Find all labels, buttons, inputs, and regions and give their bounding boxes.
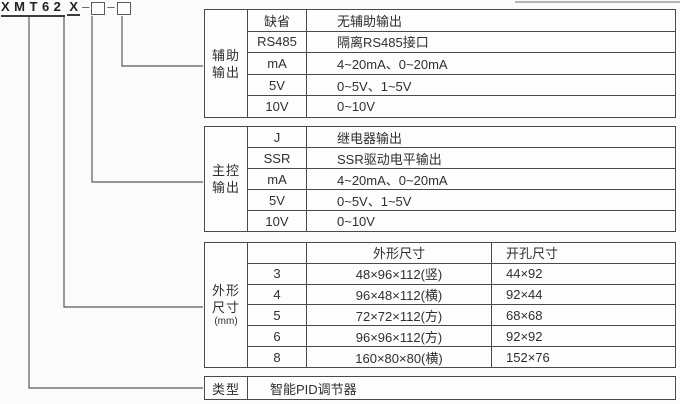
model-prefix: XMT62 bbox=[1, 0, 66, 17]
table-row: mA 4~20mA、0~20mA bbox=[248, 169, 675, 190]
cutout-size-header: 开孔尺寸 bbox=[506, 246, 559, 262]
table-row: 3 48×96×112(竖) 44×92 bbox=[248, 263, 675, 285]
code-cell: SSR bbox=[248, 148, 307, 168]
outer-size-header: 外形尺寸 bbox=[307, 243, 492, 263]
table-row: 10V 0~10V bbox=[248, 96, 675, 117]
model-code: XMT62 X – – bbox=[1, 0, 131, 17]
table-row: 6 96×96×112(方) 92×92 bbox=[248, 326, 675, 348]
table-row: 5V 0~5V、1~5V bbox=[248, 74, 675, 97]
code-cell: 3 bbox=[248, 263, 307, 284]
code-cell: 8 bbox=[248, 347, 307, 367]
connector-main-output bbox=[91, 16, 203, 183]
connector-size-table bbox=[63, 16, 203, 308]
connector-type-row bbox=[28, 16, 203, 389]
table-row: RS485 隔离RS485接口 bbox=[248, 31, 675, 54]
table-row: mA 4~20mA、0~20mA bbox=[248, 53, 675, 75]
desc-cell: 0~5V、1~5V bbox=[337, 78, 412, 94]
code-cell: 5V bbox=[248, 74, 307, 96]
code-cell: J bbox=[248, 127, 307, 147]
code-cell bbox=[248, 243, 307, 263]
main-output-table: 主控 输出 J 继电器输出 SSR SSR驱动电平输出 mA 4~20mA、0~… bbox=[204, 126, 676, 232]
code-cell: 5V bbox=[248, 190, 307, 210]
outer-size-cell: 96×48×112(横) bbox=[307, 284, 492, 305]
code-cell: 缺省 bbox=[248, 10, 307, 31]
table-row: 5 72×72×112(方) 68×68 bbox=[248, 305, 675, 327]
table-row: SSR SSR驱动电平输出 bbox=[248, 148, 675, 169]
aux-output-label: 辅助 输出 bbox=[205, 10, 248, 117]
table-row: 5V 0~5V、1~5V bbox=[248, 190, 675, 211]
desc-cell: 0~5V、1~5V bbox=[337, 193, 412, 209]
aux-output-table: 辅助 输出 缺省 无辅助输出 RS485 隔离RS485接口 mA 4~20mA… bbox=[204, 9, 676, 118]
dash-separator: – bbox=[82, 0, 90, 14]
outer-size-cell: 72×72×112(方) bbox=[307, 305, 492, 326]
desc-cell: 继电器输出 bbox=[337, 130, 403, 146]
code-cell: mA bbox=[248, 53, 307, 74]
code-cell: mA bbox=[248, 169, 307, 189]
type-label: 类型 bbox=[205, 377, 248, 399]
type-row: 类型 智能PID调节器 bbox=[204, 376, 676, 400]
cutout-size-cell: 44×92 bbox=[506, 266, 543, 282]
code-cell: RS485 bbox=[248, 31, 307, 53]
cutout-size-cell: 68×68 bbox=[506, 307, 543, 323]
code-cell: 5 bbox=[248, 305, 307, 326]
model-placeholder-box-2 bbox=[116, 2, 131, 15]
cutout-size-cell: 92×92 bbox=[506, 328, 543, 344]
size-table: 外形 尺寸 (mm) 外形尺寸 开孔尺寸 3 48×96×112(竖) 44×9… bbox=[204, 242, 676, 368]
table-header-row: 外形尺寸 开孔尺寸 bbox=[248, 243, 675, 264]
table-row: J 继电器输出 bbox=[248, 127, 675, 148]
type-value: 智能PID调节器 bbox=[270, 381, 357, 397]
outer-size-cell: 160×80×80(横) bbox=[307, 347, 492, 367]
outer-size-cell: 48×96×112(竖) bbox=[307, 263, 492, 284]
code-cell: 10V bbox=[248, 96, 307, 117]
model-variant: X bbox=[67, 0, 81, 16]
table-row: 缺省 无辅助输出 bbox=[248, 10, 675, 32]
table-row: 10V 0~10V bbox=[248, 211, 675, 231]
cutout-size-cell: 92×44 bbox=[506, 287, 543, 303]
desc-cell: 0~10V bbox=[337, 213, 375, 229]
top-divider-line bbox=[515, 1, 680, 3]
table-row: 8 160×80×80(横) 152×76 bbox=[248, 347, 675, 367]
cutout-size-cell: 152×76 bbox=[506, 349, 550, 365]
model-placeholder-box-1 bbox=[91, 2, 106, 15]
main-output-label: 主控 输出 bbox=[205, 127, 248, 231]
outer-size-cell: 96×96×112(方) bbox=[307, 326, 492, 347]
desc-cell: 4~20mA、0~20mA bbox=[337, 172, 448, 188]
desc-cell: 4~20mA、0~20mA bbox=[337, 56, 448, 72]
table-row: 4 96×48×112(横) 92×44 bbox=[248, 284, 675, 306]
dash-separator: – bbox=[107, 0, 115, 14]
code-cell: 10V bbox=[248, 211, 307, 231]
desc-cell: 无辅助输出 bbox=[337, 13, 403, 29]
code-cell: 6 bbox=[248, 326, 307, 347]
connector-aux-output bbox=[121, 16, 203, 67]
size-label: 外形 尺寸 (mm) bbox=[205, 243, 248, 367]
desc-cell: 隔离RS485接口 bbox=[337, 35, 429, 51]
desc-cell: SSR驱动电平输出 bbox=[337, 151, 442, 167]
code-cell: 4 bbox=[248, 284, 307, 305]
desc-cell: 0~10V bbox=[337, 99, 375, 115]
